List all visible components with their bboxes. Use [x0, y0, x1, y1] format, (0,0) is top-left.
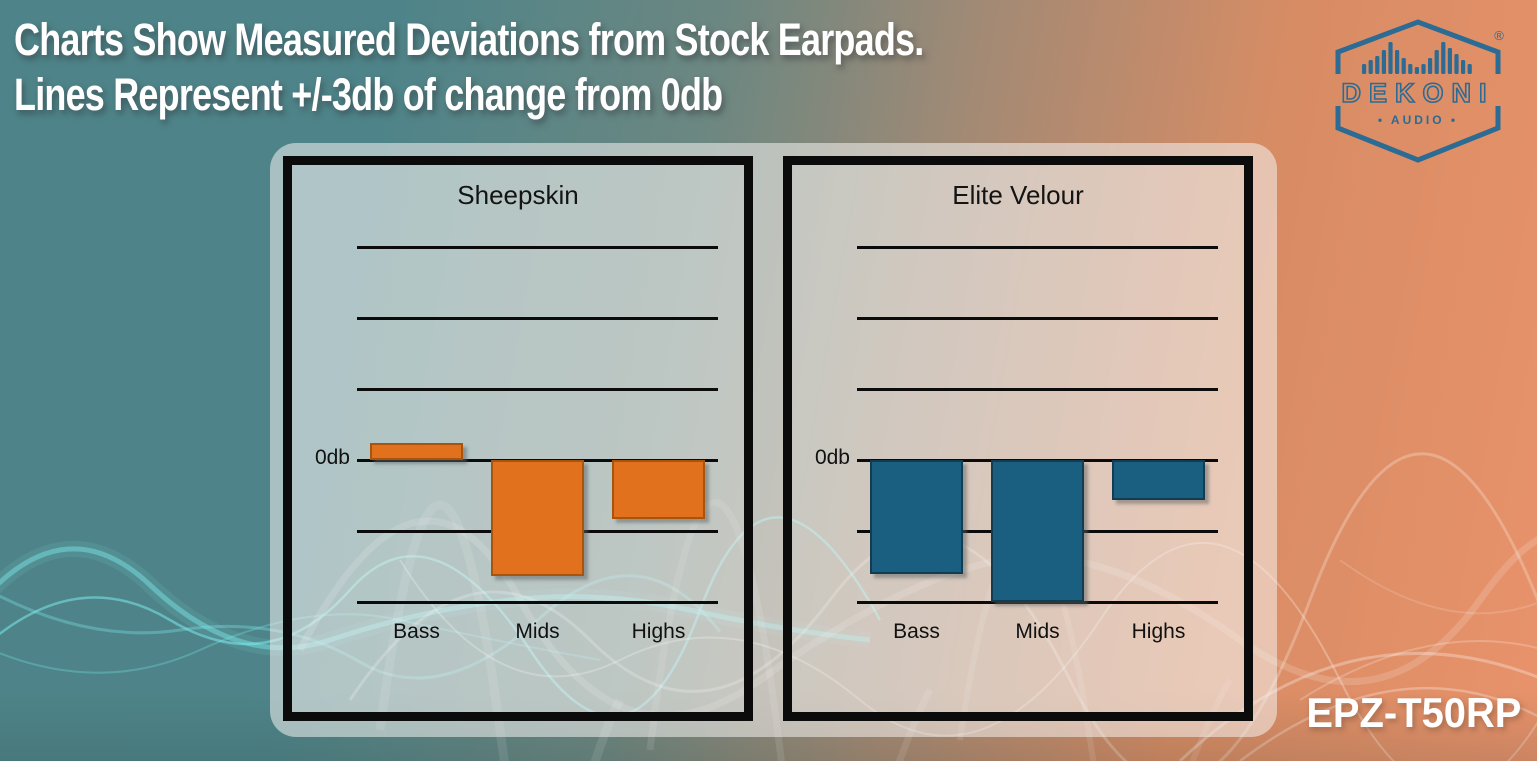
product-code: EPZ-T50RP	[1305, 689, 1521, 736]
dekoni-logo: DEKONI • AUDIO • ®	[1332, 14, 1512, 164]
gridline-6db	[357, 316, 718, 320]
gridline-9db	[357, 245, 718, 249]
gridline--6db	[857, 600, 1218, 604]
gridline-3db	[357, 387, 718, 391]
chart-title-elite-velour: Elite Velour	[952, 180, 1084, 210]
logo-brand-text: DEKONI	[1341, 78, 1494, 108]
charts-panel: Sheepskin 0db Bass Mids Highs Elite Velour…	[270, 143, 1277, 737]
hexagon-badge-icon	[1335, 19, 1501, 163]
headline-line2: Lines Represent +/-3db of change from 0d…	[14, 69, 723, 120]
chart-title-sheepskin: Sheepskin	[457, 180, 579, 210]
headline-line1: Charts Show Measured Deviations from Sto…	[14, 14, 924, 65]
gridline-3db	[857, 387, 1218, 391]
axis-label-highs: Highs	[1131, 620, 1186, 643]
gridline-6db	[857, 316, 1218, 320]
bar-bass	[870, 460, 963, 574]
headline: Charts Show Measured Deviations from Sto…	[14, 12, 924, 122]
bar-mids	[991, 460, 1084, 602]
gridline-9db	[857, 245, 1218, 249]
axis-label-mids: Mids	[515, 620, 560, 643]
logo-audio-text: • AUDIO •	[1378, 113, 1458, 127]
sheepskin-chart: Sheepskin 0db Bass Mids Highs	[283, 156, 753, 721]
bar-mids	[491, 460, 584, 576]
gridline--6db	[357, 600, 718, 604]
axis-label-bass: Bass	[393, 620, 440, 643]
registered-trademark-icon: ®	[1494, 28, 1504, 43]
bar-highs	[612, 460, 705, 520]
elite-velour-chart: Elite Velour 0db Bass Mids Highs	[783, 156, 1253, 721]
equalizer-bars-icon	[1362, 42, 1472, 74]
axis-label-mids: Mids	[1015, 620, 1060, 643]
axis-label-bass: Bass	[893, 620, 940, 643]
zero-db-label: 0db	[314, 446, 350, 469]
axis-label-highs: Highs	[631, 620, 686, 643]
zero-db-label: 0db	[814, 446, 850, 469]
bar-bass	[370, 443, 463, 460]
bar-highs	[1112, 460, 1205, 501]
